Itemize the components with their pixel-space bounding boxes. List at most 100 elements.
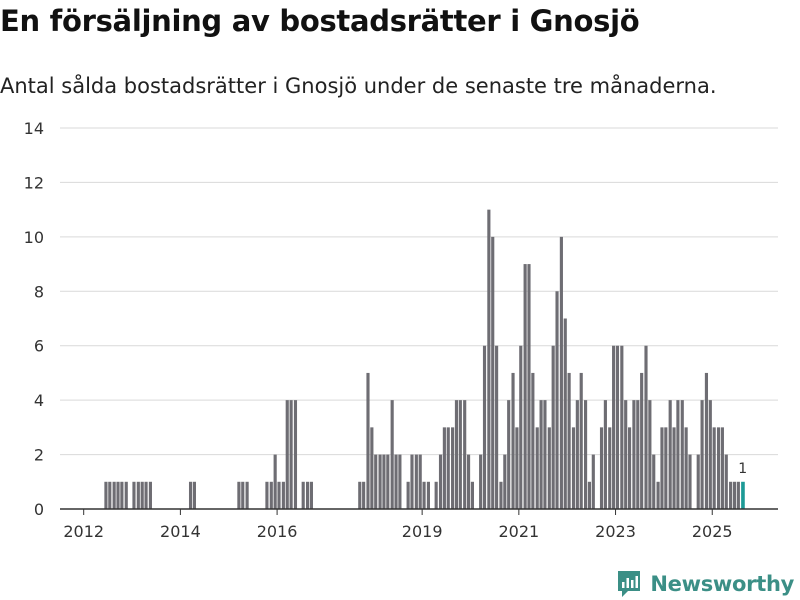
bar [648, 400, 652, 509]
bar [245, 481, 249, 509]
bar [434, 481, 438, 509]
bar [724, 454, 728, 509]
bar [366, 372, 370, 509]
x-tick-label: 2012 [63, 522, 104, 541]
bar [620, 345, 624, 509]
grid-lines [60, 127, 778, 456]
bar [241, 481, 245, 509]
bar [519, 345, 523, 509]
annotations: 1 [738, 461, 747, 477]
y-tick-label: 4 [34, 391, 44, 410]
bar [144, 481, 148, 509]
bar [140, 481, 144, 509]
y-tick-label: 6 [34, 337, 44, 356]
bar [112, 481, 116, 509]
bar [603, 400, 607, 509]
bar [116, 481, 120, 509]
bar [511, 372, 515, 509]
bar [188, 481, 193, 509]
y-tick-label: 2 [34, 446, 44, 465]
bar [636, 400, 640, 509]
bar [499, 481, 503, 509]
x-axis-labels: 2012 2014 2016 2019 2021 2023 2025 [63, 509, 733, 541]
bar [684, 427, 688, 509]
bar [451, 427, 455, 509]
y-tick-label: 14 [24, 119, 44, 138]
bar [479, 454, 483, 509]
bar [293, 400, 298, 509]
bar [273, 454, 277, 509]
bar [736, 481, 740, 509]
bar [704, 372, 709, 509]
bar [624, 400, 628, 509]
bar [563, 318, 567, 509]
bar [531, 372, 535, 509]
bar [732, 481, 737, 509]
bar [587, 481, 592, 509]
bar [390, 400, 394, 509]
bar [104, 481, 108, 509]
bar [301, 481, 305, 509]
bar [567, 372, 571, 509]
bar [579, 372, 583, 509]
bar [547, 427, 551, 509]
bar [426, 481, 430, 509]
highlight-value-label: 1 [738, 461, 747, 477]
bar [672, 427, 676, 509]
bar [446, 427, 450, 509]
bar [640, 372, 644, 509]
bar [664, 427, 668, 509]
bar [285, 400, 289, 509]
bar [632, 400, 636, 509]
highlight-bar [741, 481, 745, 509]
bar [458, 400, 462, 509]
bar [515, 427, 519, 509]
bar [644, 345, 648, 509]
bar [309, 481, 313, 509]
bar [627, 427, 632, 509]
bar [527, 264, 531, 509]
bar [386, 454, 390, 509]
y-axis-labels: 0 2 4 6 8 10 12 14 [24, 119, 44, 519]
bars [104, 209, 745, 509]
y-tick-label: 10 [24, 228, 44, 247]
chart-title: En försäljning av bostadsrätter i Gnosjö [0, 4, 640, 38]
y-tick-label: 8 [34, 282, 44, 301]
bar [535, 427, 539, 509]
bar [676, 400, 680, 509]
bar [608, 427, 612, 509]
bar [583, 400, 588, 509]
bar [507, 400, 511, 509]
bar [720, 427, 724, 509]
bar [120, 481, 124, 509]
bar [599, 427, 604, 509]
bar [660, 427, 664, 509]
bar [192, 481, 196, 509]
bar [124, 481, 128, 509]
bar [539, 400, 543, 509]
y-tick-label: 0 [34, 500, 44, 519]
bar [378, 454, 382, 509]
bar [555, 291, 559, 509]
bar [708, 400, 712, 509]
bar [463, 400, 467, 509]
bar [281, 481, 285, 509]
bar [289, 400, 293, 509]
x-tick-label: 2021 [498, 522, 539, 541]
x-tick-label: 2023 [595, 522, 636, 541]
bar [495, 345, 499, 509]
bar [136, 481, 140, 509]
bar [716, 427, 721, 509]
bar [265, 481, 269, 509]
bar [470, 481, 474, 509]
brand-name: Newsworthy [650, 572, 794, 596]
bar [523, 264, 527, 509]
bar [454, 400, 459, 509]
bar [148, 481, 152, 509]
bar [680, 400, 684, 509]
bar [370, 427, 374, 509]
brand-logo: Newsworthy [616, 568, 794, 600]
bar [394, 454, 398, 509]
bar [571, 427, 576, 509]
x-tick-label: 2016 [257, 522, 298, 541]
